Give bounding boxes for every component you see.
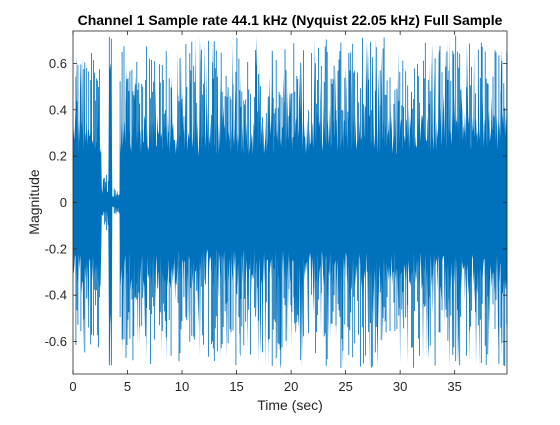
signal-series — [73, 35, 508, 370]
y-tick-label: 0.4 — [49, 102, 67, 117]
x-tick-label: 5 — [124, 379, 131, 394]
y-tick-label: -0.2 — [45, 241, 67, 256]
signal-peaks — [75, 35, 508, 369]
chart-title: Channel 1 Sample rate 44.1 kHz (Nyquist … — [78, 12, 503, 28]
y-tick-label: -0.6 — [45, 334, 67, 349]
y-tick-label: 0 — [60, 195, 67, 210]
x-tick-label: 10 — [175, 379, 189, 394]
x-tick-label: 25 — [338, 379, 352, 394]
x-tick-label: 30 — [393, 379, 407, 394]
x-tick-label: 15 — [229, 379, 243, 394]
y-axis: -0.6 -0.4 -0.2 0 0.2 0.4 0.6 — [45, 56, 507, 349]
x-tick-label: 0 — [69, 379, 76, 394]
x-axis: 0 5 10 15 20 25 30 35 — [69, 31, 462, 394]
x-tick-label: 20 — [284, 379, 298, 394]
y-axis-label: Magnitude — [26, 169, 42, 235]
y-tick-label: 0.6 — [49, 56, 67, 71]
x-tick-label: 35 — [447, 379, 461, 394]
y-tick-label: -0.4 — [45, 288, 67, 303]
signal-waveform — [73, 35, 507, 370]
x-axis-label: Time (sec) — [257, 397, 323, 413]
y-tick-label: 0.2 — [49, 149, 67, 164]
